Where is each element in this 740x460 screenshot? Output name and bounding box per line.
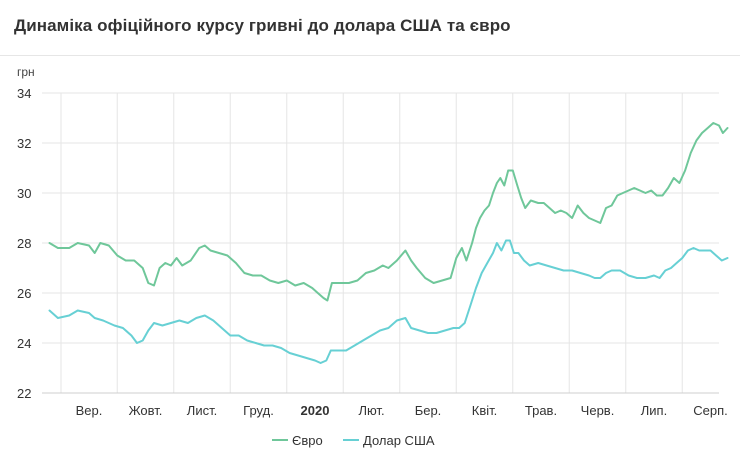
y-tick-label: 34	[17, 86, 31, 101]
legend-label[interactable]: Євро	[292, 433, 323, 448]
title-divider	[0, 55, 740, 56]
y-tick-label: 28	[17, 236, 31, 251]
x-tick-label: Лип.	[641, 403, 667, 418]
y-tick-label: 32	[17, 136, 31, 151]
y-tick-label: 24	[17, 336, 31, 351]
series-line-euro	[48, 122, 729, 302]
y-tick-label: 30	[17, 186, 31, 201]
x-tick-label: Серп.	[693, 403, 728, 418]
x-tick-label: Черв.	[581, 403, 615, 418]
x-tick-label: Жовт.	[129, 403, 163, 418]
y-tick-label: 22	[17, 386, 31, 401]
x-tick-label: Бер.	[415, 403, 442, 418]
legend: Євро Долар США	[272, 433, 435, 448]
y-tick-label: 26	[17, 286, 31, 301]
series-lines	[48, 122, 729, 364]
axes: 22 24 26 28 30 32 34 грн Вер. Жовт. Лист. Груд. 2020…	[17, 65, 728, 418]
y-axis-unit-label: грн	[17, 65, 35, 79]
x-tick-label: 2020	[301, 403, 330, 418]
legend-label[interactable]: Долар США	[363, 433, 435, 448]
x-tick-label: Лют.	[358, 403, 384, 418]
x-tick-label: Трав.	[525, 403, 557, 418]
x-tick-label: Груд.	[243, 403, 274, 418]
chart-title: Динаміка офіційного курсу гривні до дола…	[14, 16, 511, 35]
x-tick-label: Вер.	[76, 403, 103, 418]
x-tick-label: Лист.	[187, 403, 217, 418]
grid	[42, 92, 719, 394]
series-line-usd	[48, 239, 729, 364]
x-tick-label: Квіт.	[472, 403, 498, 418]
